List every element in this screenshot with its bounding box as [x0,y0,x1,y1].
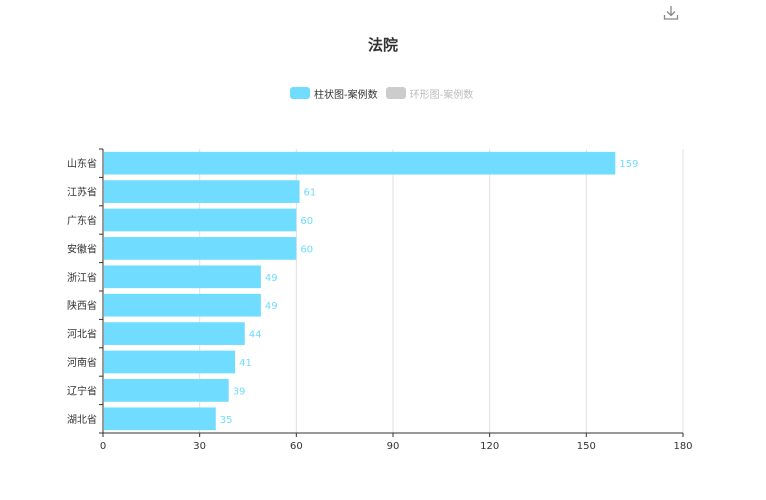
bar-安徽省 [104,237,297,260]
data-label: 49 [265,301,278,312]
y-tick-label: 陕西省 [67,299,97,312]
x-tick-label: 0 [100,441,106,452]
legend-swatch-bar [290,87,310,99]
data-label: 61 [304,188,317,199]
bar-江苏省 [104,180,300,203]
legend-item-donut[interactable]: 环形图-案例数 [385,86,474,101]
legend: 柱状图-案例数 环形图-案例数 [290,86,481,101]
y-tick-label: 浙江省 [67,271,97,284]
data-label: 159 [619,159,638,170]
bar-河北省 [104,322,245,345]
bar-广东省 [104,208,297,232]
x-tick-label: 120 [480,441,499,452]
x-tick-label: 30 [193,441,206,452]
bar-湖北省 [104,407,216,431]
data-label: 39 [233,386,246,397]
data-label: 60 [300,216,313,227]
y-tick-label: 山东省 [67,157,97,170]
chart-title: 法院 [367,36,398,54]
x-tick-label: 150 [577,441,596,452]
bar-陕西省 [104,293,261,317]
data-label: 35 [220,415,233,426]
y-tick-label: 河北省 [67,328,97,341]
x-tick-label: 90 [387,441,400,452]
y-tick-label: 广东省 [67,214,97,227]
legend-label-donut: 环形图-案例数 [409,89,474,101]
y-tick-label: 河南省 [67,356,97,369]
bar-辽宁省 [104,379,229,402]
bar-河南省 [104,350,236,374]
bar-山东省 [104,151,616,175]
x-tick-label: 60 [290,441,303,452]
data-label: 60 [300,244,313,255]
download-icon-svg [663,6,679,20]
data-label: 41 [239,358,252,369]
y-tick-label: 辽宁省 [67,384,97,397]
bar-浙江省 [104,265,261,289]
data-label: 49 [265,273,278,284]
y-tick-label: 江苏省 [67,186,97,199]
x-tick-label: 180 [673,441,692,452]
y-tick-label: 湖北省 [67,413,97,426]
legend-item-bar[interactable]: 柱状图-案例数 [290,86,378,101]
legend-swatch-donut [385,87,406,99]
download-icon[interactable] [662,4,680,22]
y-tick-label: 安徽省 [67,242,97,255]
legend-label-bar: 柱状图-案例数 [314,89,378,101]
data-label: 44 [249,330,262,341]
